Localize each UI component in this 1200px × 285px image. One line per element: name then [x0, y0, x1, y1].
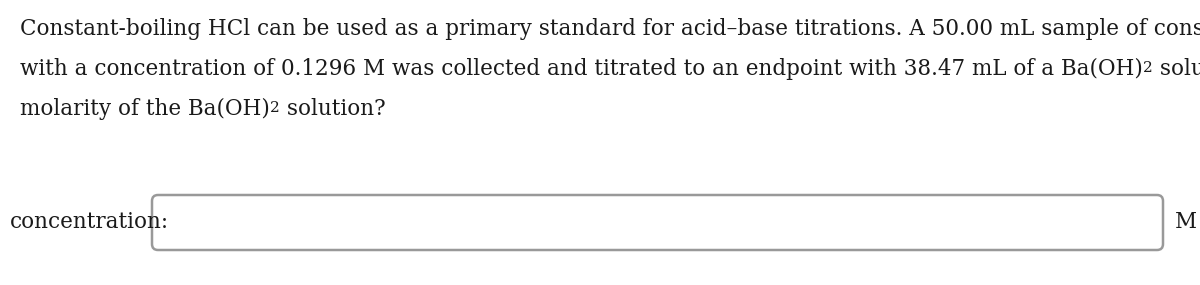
Text: Constant-boiling HCl can be used as a primary standard for acid–base titrations.: Constant-boiling HCl can be used as a pr… — [20, 18, 1200, 40]
Text: solution. What is the: solution. What is the — [1153, 58, 1200, 80]
Text: 2: 2 — [1144, 61, 1153, 75]
Text: M: M — [1175, 211, 1198, 233]
Text: concentration:: concentration: — [10, 211, 169, 233]
Text: molarity of the Ba(OH): molarity of the Ba(OH) — [20, 98, 270, 120]
Text: with a concentration of 0.1296 M was collected and titrated to an endpoint with : with a concentration of 0.1296 M was col… — [20, 58, 1144, 80]
FancyBboxPatch shape — [152, 195, 1163, 250]
Text: 2: 2 — [270, 101, 280, 115]
Text: solution?: solution? — [280, 98, 385, 120]
